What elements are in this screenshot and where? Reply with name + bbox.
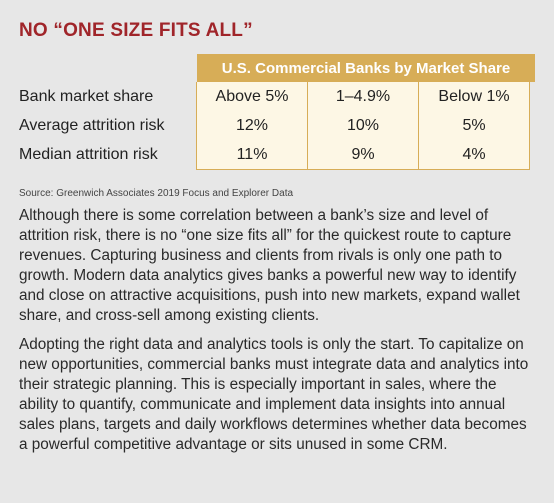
row-label: Average attrition risk — [19, 117, 165, 134]
table-row: Average attrition risk 12% 10% 5% — [19, 111, 535, 141]
table-cell: 12% — [196, 111, 308, 141]
table-cell: Above 5% — [196, 82, 308, 112]
table-row: Median attrition risk 11% 9% 4% — [19, 140, 535, 170]
row-label: Median attrition risk — [19, 146, 158, 163]
table-cell: 11% — [196, 140, 308, 170]
table-row: Bank market share Above 5% 1–4.9% Below … — [19, 82, 535, 112]
row-label: Bank market share — [19, 88, 154, 105]
body-paragraph: Adopting the right data and analytics to… — [19, 336, 529, 453]
table-cell: 10% — [307, 111, 419, 141]
source-note: Source: Greenwich Associates 2019 Focus … — [19, 188, 294, 199]
table-cell: Below 1% — [418, 82, 530, 112]
market-share-table: U.S. Commercial Banks by Market Share Ba… — [19, 54, 535, 178]
table-header: U.S. Commercial Banks by Market Share — [197, 54, 535, 82]
table-cell: 4% — [418, 140, 530, 170]
body-paragraph: Although there is some correlation betwe… — [19, 207, 520, 324]
panel-title: NO “ONE SIZE FITS ALL” — [19, 20, 253, 41]
table-cell: 1–4.9% — [307, 82, 419, 112]
table-cell: 9% — [307, 140, 419, 170]
table-cell: 5% — [418, 111, 530, 141]
